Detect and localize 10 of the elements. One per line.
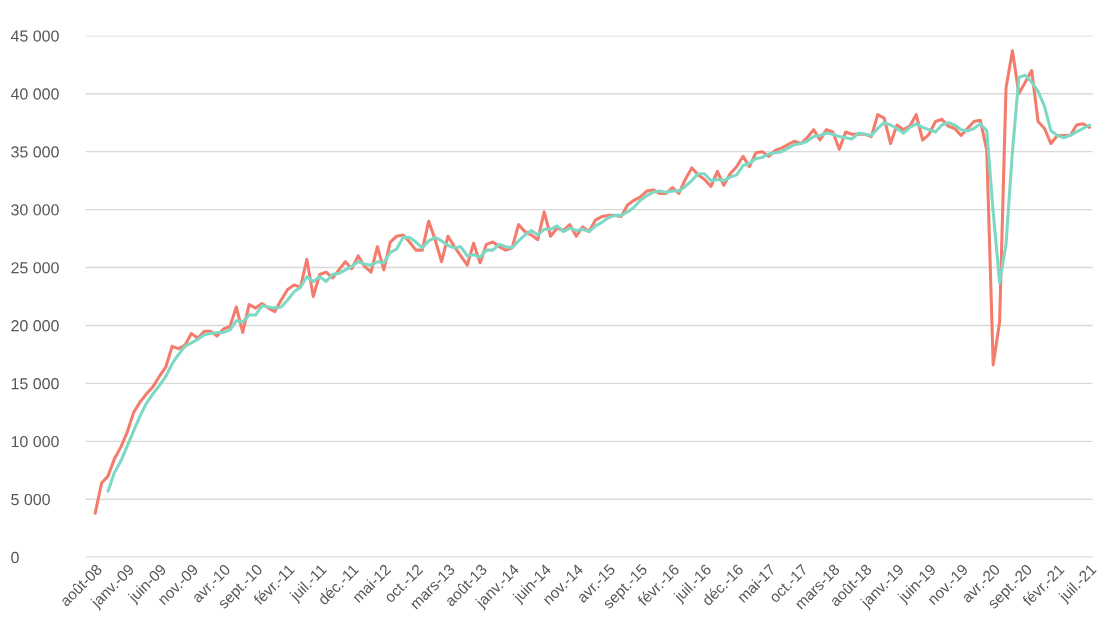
y-tick-label: 10 000 — [11, 435, 59, 448]
y-tick-label: 45 000 — [10, 30, 59, 42]
y-tick-label: 20 000 — [11, 320, 59, 332]
y-tick-label: 35 000 — [11, 146, 59, 158]
y-tick-label: 5 000 — [11, 493, 50, 506]
y-tick-label: 25 000 — [11, 262, 59, 274]
y-tick-label: 15 000 — [11, 378, 59, 390]
y-tick-label: 0 — [11, 551, 19, 564]
y-tick-label: 40 000 — [10, 88, 59, 100]
y-tick-label: 30 000 — [11, 204, 59, 216]
